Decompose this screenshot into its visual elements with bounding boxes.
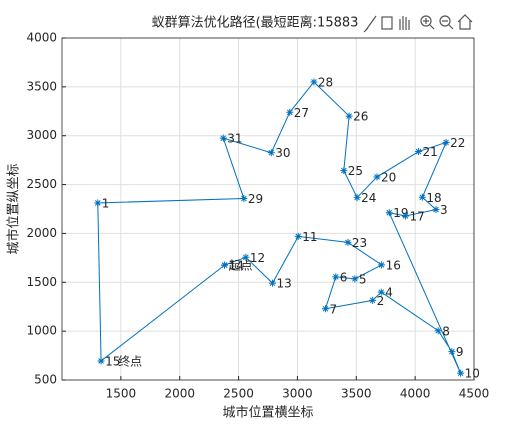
city-label: 12 <box>250 251 265 265</box>
city-marker <box>345 112 353 120</box>
city-label: 2 <box>377 294 385 308</box>
city-marker <box>219 134 227 142</box>
city-marker <box>240 195 248 203</box>
zoom-out-glyph <box>442 20 454 30</box>
city-label: 4 <box>385 286 393 300</box>
city-label: 9 <box>456 345 464 359</box>
city-marker <box>344 238 352 246</box>
end-label: 终点 <box>118 353 142 368</box>
city-label: 10 <box>465 367 480 381</box>
city-label: 3 <box>440 203 448 217</box>
y-axis-label: 城市位置纵坐标 <box>6 163 22 254</box>
city-label: 14 <box>229 259 244 273</box>
city-label: 20 <box>381 170 396 184</box>
city-label: 6 <box>340 270 348 284</box>
city-marker <box>432 206 440 214</box>
chart-title: 蚁群算法优化路径(最短距离:15883 <box>152 15 359 31</box>
city-marker <box>268 279 276 287</box>
city-label: 13 <box>276 277 291 291</box>
city-label: 30 <box>275 146 290 160</box>
city-label: 31 <box>227 132 242 146</box>
city-label: 29 <box>248 192 263 206</box>
brush-icon[interactable] <box>363 15 377 33</box>
city-marker <box>221 261 229 269</box>
city-label: 7 <box>329 302 337 316</box>
city-label: 27 <box>294 106 309 120</box>
city-label: 22 <box>450 136 465 150</box>
city-marker <box>401 212 409 220</box>
y-tick-label: 3500 <box>26 79 57 93</box>
city-marker <box>378 261 386 269</box>
city-marker <box>418 193 426 201</box>
city-marker <box>294 232 302 240</box>
x-tick-label: 3500 <box>341 387 372 401</box>
zoom-in-glyph <box>423 18 435 30</box>
city-label: 1 <box>102 196 110 210</box>
city-marker <box>353 194 361 202</box>
y-tick-label: 4000 <box>26 31 57 45</box>
city-marker <box>94 199 102 207</box>
pan-icon[interactable] <box>399 16 410 30</box>
city-label: 23 <box>352 236 367 250</box>
city-label: 25 <box>348 164 363 178</box>
x-tick-label: 2000 <box>164 387 195 401</box>
city-label: 8 <box>442 324 450 338</box>
y-tick-label: 2500 <box>26 177 57 191</box>
zoom-in-icon[interactable] <box>420 15 432 27</box>
city-marker <box>377 288 385 296</box>
city-marker <box>340 167 348 175</box>
x-axis-label: 城市位置横坐标 <box>222 405 313 421</box>
city-label: 26 <box>353 110 368 124</box>
city-label: 24 <box>361 191 376 205</box>
city-marker <box>310 78 318 86</box>
axes-background <box>62 38 474 380</box>
city-marker <box>385 209 393 217</box>
home-icon[interactable] <box>457 14 473 30</box>
city-label: 11 <box>302 230 317 244</box>
x-tick-label: 3000 <box>282 387 313 401</box>
zoom-out-icon[interactable] <box>439 15 451 27</box>
city-marker <box>97 357 105 365</box>
x-tick-label: 2500 <box>223 387 254 401</box>
city-label: 21 <box>423 145 438 159</box>
city-label: 5 <box>359 272 367 286</box>
city-label: 19 <box>393 206 408 220</box>
y-tick-label: 2000 <box>26 226 57 240</box>
city-label: 16 <box>386 258 401 272</box>
x-tick-label: 4000 <box>400 387 431 401</box>
city-marker <box>373 173 381 181</box>
city-marker <box>242 253 250 261</box>
x-tick-label: 1500 <box>106 387 137 401</box>
y-tick-label: 1000 <box>26 324 57 338</box>
city-label: 18 <box>426 191 441 205</box>
route-line <box>97 81 462 374</box>
city-marker <box>434 327 442 335</box>
city-marker <box>321 305 329 313</box>
city-marker <box>332 273 340 281</box>
toolbar <box>360 12 478 34</box>
city-marker <box>457 369 465 377</box>
city-label: 15 <box>105 354 120 368</box>
city-marker <box>369 296 377 304</box>
city-marker <box>267 149 275 157</box>
city-marker <box>351 275 359 283</box>
city-marker <box>415 148 423 156</box>
city-marker <box>286 108 294 116</box>
city-marker <box>442 138 450 146</box>
axes-box <box>61 37 475 381</box>
y-tick-label: 1500 <box>26 275 57 289</box>
city-label: 28 <box>318 75 333 89</box>
x-tick-label: 4500 <box>459 387 490 401</box>
city-marker <box>448 348 456 356</box>
start-label: 起点 <box>229 259 253 273</box>
y-tick-label: 3000 <box>26 128 57 142</box>
datatip-icon[interactable] <box>381 16 393 30</box>
y-tick-label: 500 <box>34 373 57 387</box>
city-label: 17 <box>409 209 424 223</box>
